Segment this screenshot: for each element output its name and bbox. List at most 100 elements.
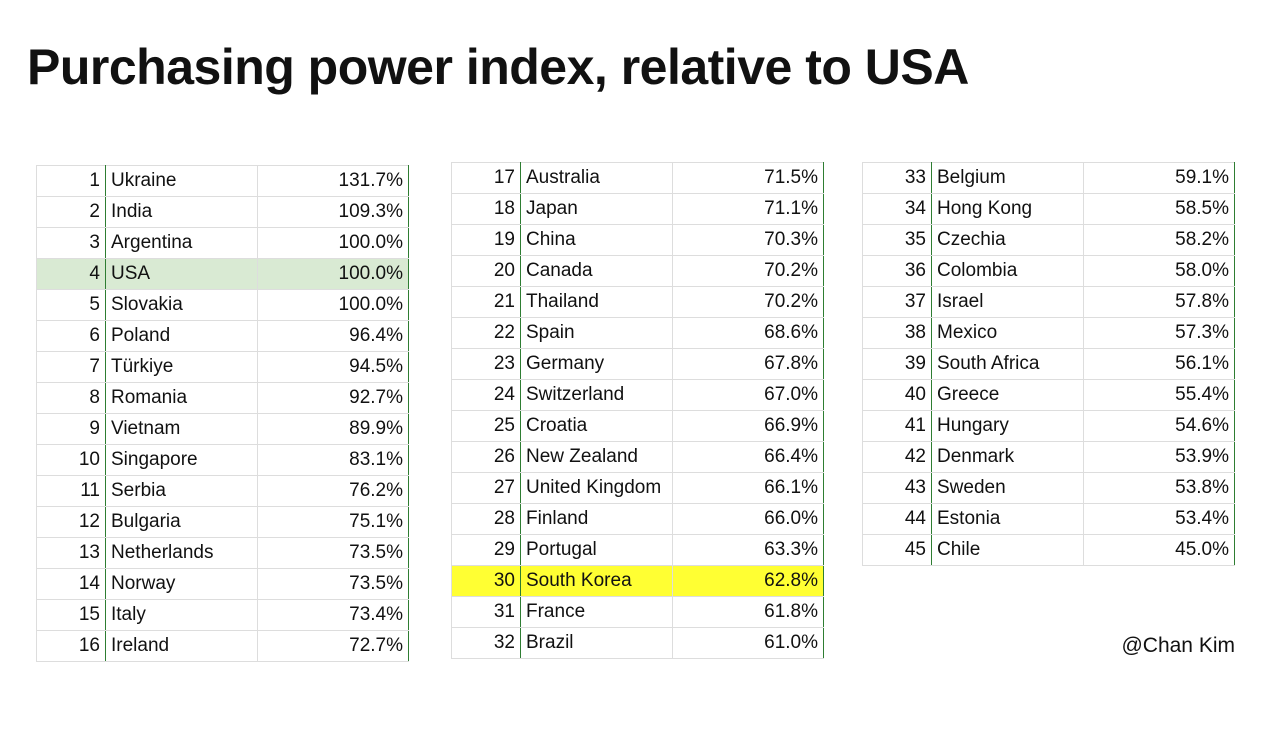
country-cell: France xyxy=(520,596,673,628)
value-cell: 57.8% xyxy=(1083,286,1235,318)
value-cell: 72.7% xyxy=(257,630,409,662)
rank-cell: 13 xyxy=(36,537,106,569)
table-row: 29 Portugal 63.3% xyxy=(451,534,824,566)
rank-cell: 31 xyxy=(451,596,521,628)
table-row: 37 Israel 57.8% xyxy=(862,286,1235,318)
country-cell: Switzerland xyxy=(520,379,673,411)
table-row: 33 Belgium 59.1% xyxy=(862,162,1235,194)
country-cell: Hong Kong xyxy=(931,193,1084,225)
table-row: 40 Greece 55.4% xyxy=(862,379,1235,411)
rank-cell: 24 xyxy=(451,379,521,411)
value-cell: 45.0% xyxy=(1083,534,1235,566)
value-cell: 70.2% xyxy=(672,286,824,318)
table-row: 32 Brazil 61.0% xyxy=(451,627,824,659)
table-row: 6 Poland 96.4% xyxy=(36,320,409,352)
value-cell: 109.3% xyxy=(257,196,409,228)
value-cell: 70.2% xyxy=(672,255,824,287)
value-cell: 58.0% xyxy=(1083,255,1235,287)
credit: @Chan Kim xyxy=(1121,634,1235,657)
country-cell: Türkiye xyxy=(105,351,258,383)
country-cell: Italy xyxy=(105,599,258,631)
ranking-table: 1 Ukraine 131.7% 2 India 109.3% 3 Argentina 100.… xyxy=(36,165,409,662)
country-cell: Hungary xyxy=(931,410,1084,442)
country-cell: Poland xyxy=(105,320,258,352)
rank-cell: 32 xyxy=(451,627,521,659)
value-cell: 67.8% xyxy=(672,348,824,380)
table-row: 9 Vietnam 89.9% xyxy=(36,413,409,445)
rank-cell: 10 xyxy=(36,444,106,476)
table-row: 39 South Africa 56.1% xyxy=(862,348,1235,380)
table-row: 41 Hungary 54.6% xyxy=(862,410,1235,442)
value-cell: 57.3% xyxy=(1083,317,1235,349)
table-row: 19 China 70.3% xyxy=(451,224,824,256)
country-cell: Norway xyxy=(105,568,258,600)
table-row: 18 Japan 71.1% xyxy=(451,193,824,225)
rank-cell: 28 xyxy=(451,503,521,535)
value-cell: 71.1% xyxy=(672,193,824,225)
rank-cell: 18 xyxy=(451,193,521,225)
rank-cell: 3 xyxy=(36,227,106,259)
rank-cell: 23 xyxy=(451,348,521,380)
rank-cell: 16 xyxy=(36,630,106,662)
country-cell: Argentina xyxy=(105,227,258,259)
rank-cell: 45 xyxy=(862,534,932,566)
country-cell: Colombia xyxy=(931,255,1084,287)
value-cell: 61.8% xyxy=(672,596,824,628)
country-cell: Mexico xyxy=(931,317,1084,349)
rank-cell: 25 xyxy=(451,410,521,442)
country-cell: Croatia xyxy=(520,410,673,442)
table-row: 30 South Korea 62.8% xyxy=(451,565,824,597)
value-cell: 68.6% xyxy=(672,317,824,349)
rank-cell: 40 xyxy=(862,379,932,411)
rank-cell: 27 xyxy=(451,472,521,504)
rank-cell: 2 xyxy=(36,196,106,228)
country-cell: Israel xyxy=(931,286,1084,318)
country-cell: South Africa xyxy=(931,348,1084,380)
rank-cell: 29 xyxy=(451,534,521,566)
country-cell: Greece xyxy=(931,379,1084,411)
rank-cell: 38 xyxy=(862,317,932,349)
table-row: 22 Spain 68.6% xyxy=(451,317,824,349)
ranking-table: 17 Australia 71.5% 18 Japan 71.1% 19 China 70.3%… xyxy=(451,162,824,659)
table-row: 23 Germany 67.8% xyxy=(451,348,824,380)
table-row: 34 Hong Kong 58.5% xyxy=(862,193,1235,225)
country-cell: USA xyxy=(105,258,258,290)
table-row: 42 Denmark 53.9% xyxy=(862,441,1235,473)
country-cell: Serbia xyxy=(105,475,258,507)
value-cell: 100.0% xyxy=(257,258,409,290)
value-cell: 67.0% xyxy=(672,379,824,411)
table-row: 15 Italy 73.4% xyxy=(36,599,409,631)
table-row: 35 Czechia 58.2% xyxy=(862,224,1235,256)
table-row: 12 Bulgaria 75.1% xyxy=(36,506,409,538)
value-cell: 73.4% xyxy=(257,599,409,631)
value-cell: 100.0% xyxy=(257,289,409,321)
table-row: 8 Romania 92.7% xyxy=(36,382,409,414)
table-row: 17 Australia 71.5% xyxy=(451,162,824,194)
table-row: 27 United Kingdom 66.1% xyxy=(451,472,824,504)
rank-cell: 35 xyxy=(862,224,932,256)
value-cell: 94.5% xyxy=(257,351,409,383)
rank-cell: 36 xyxy=(862,255,932,287)
country-cell: Finland xyxy=(520,503,673,535)
country-cell: Brazil xyxy=(520,627,673,659)
value-cell: 131.7% xyxy=(257,165,409,197)
rank-cell: 43 xyxy=(862,472,932,504)
rank-cell: 34 xyxy=(862,193,932,225)
rank-cell: 11 xyxy=(36,475,106,507)
table-row: 10 Singapore 83.1% xyxy=(36,444,409,476)
table-row: 16 Ireland 72.7% xyxy=(36,630,409,662)
rank-cell: 19 xyxy=(451,224,521,256)
rank-cell: 1 xyxy=(36,165,106,197)
country-cell: South Korea xyxy=(520,565,673,597)
rank-cell: 17 xyxy=(451,162,521,194)
ranking-table: 33 Belgium 59.1% 34 Hong Kong 58.5% 35 Czechia 5… xyxy=(862,162,1235,566)
table-row: 1 Ukraine 131.7% xyxy=(36,165,409,197)
country-cell: Estonia xyxy=(931,503,1084,535)
value-cell: 55.4% xyxy=(1083,379,1235,411)
rank-cell: 39 xyxy=(862,348,932,380)
rank-cell: 21 xyxy=(451,286,521,318)
table-row: 2 India 109.3% xyxy=(36,196,409,228)
value-cell: 73.5% xyxy=(257,537,409,569)
rank-cell: 37 xyxy=(862,286,932,318)
